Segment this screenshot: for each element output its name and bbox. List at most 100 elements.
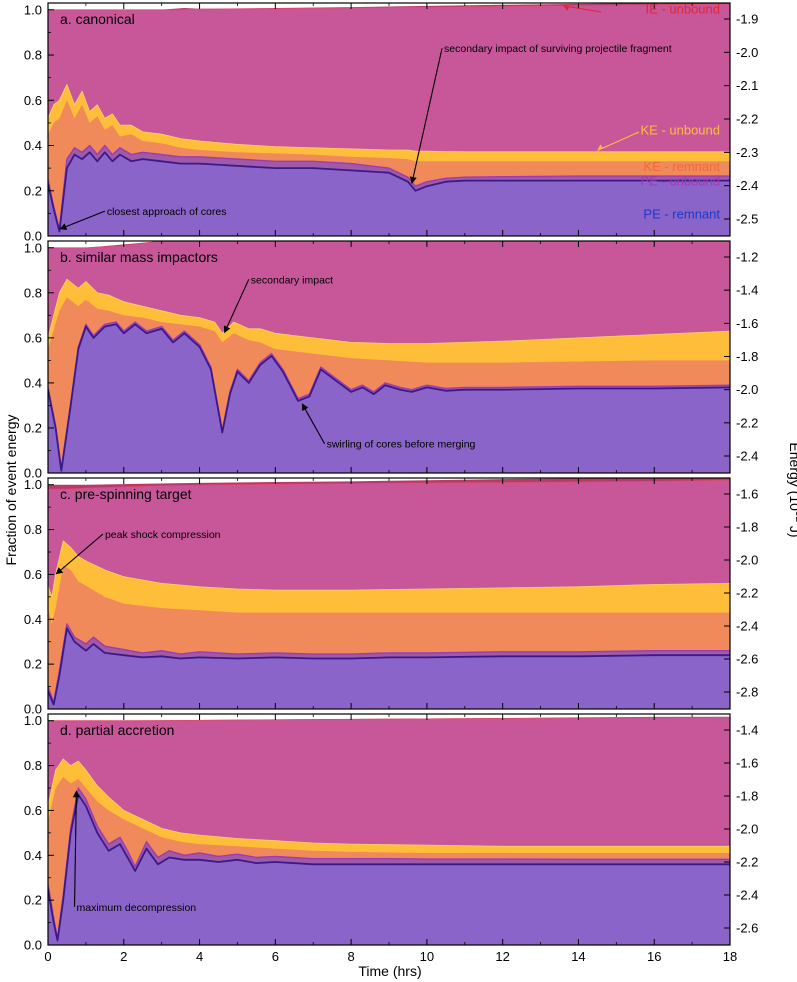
region-label: IE - unbound xyxy=(646,2,720,17)
ie-remnant-line xyxy=(48,717,730,722)
pe-remnant-line xyxy=(48,323,730,472)
y-tick-label: 0.0 xyxy=(24,466,42,481)
annotation-text: secondary impact of surviving projectile… xyxy=(444,43,672,55)
ke-unbound-line xyxy=(48,758,730,847)
annotation-arrow xyxy=(302,404,326,444)
right-tick-label: -2.6 xyxy=(736,921,758,936)
y-tick-label: 0.8 xyxy=(24,285,42,300)
right-tick-label: -1.4 xyxy=(736,283,758,298)
annotation-arrowhead xyxy=(55,567,64,575)
annotation-arrow xyxy=(411,48,443,183)
pe-remnant-band xyxy=(48,152,730,236)
x-tick-label: 16 xyxy=(647,949,661,964)
right-tick-label: -2.1 xyxy=(736,78,758,93)
y-tick-label: 1.0 xyxy=(24,713,42,728)
right-tick-label: -1.6 xyxy=(736,756,758,771)
ke-unbound-arrowhead xyxy=(597,144,604,151)
annotation-arrowhead xyxy=(301,403,309,411)
annotation-arrowhead xyxy=(59,223,68,230)
right-tick-label: -2.2 xyxy=(736,586,758,601)
annotation-text: secondary impact xyxy=(251,274,333,286)
annotation-text: swirling of cores before merging xyxy=(327,439,476,451)
right-tick-label: -1.8 xyxy=(736,789,758,804)
y-axis-label-right: Energy (1032 J) xyxy=(787,442,797,537)
region-label: PE - remnant xyxy=(643,206,720,221)
annotation-text: peak shock compression xyxy=(105,529,221,541)
x-tick-label: 8 xyxy=(347,949,354,964)
y-tick-label: 0.8 xyxy=(24,522,42,537)
panel-d: 0 2 4 6 8 10 12 14 16 18 0.0 0.2 0.4 0.6 0.8 1.0 -2.6 -2.… xyxy=(24,713,758,964)
right-tick-label: -1.4 xyxy=(736,723,758,738)
pe-remnant-band xyxy=(48,324,730,473)
right-tick-label: -2.2 xyxy=(736,415,758,430)
region-label: IE - remnant xyxy=(648,80,720,95)
x-tick-label: 4 xyxy=(196,949,203,964)
annotation-arrowhead xyxy=(409,176,417,184)
ie-remnant-line xyxy=(48,479,730,490)
right-tick-label: -2.2 xyxy=(736,112,758,127)
pe-unbound-line xyxy=(48,321,730,470)
right-tick-label: -2.0 xyxy=(736,553,758,568)
annotation-arrow xyxy=(56,533,104,574)
ie-remnant-line xyxy=(48,241,730,249)
right-tick-label: -1.8 xyxy=(736,349,758,364)
pe-remnant-band xyxy=(48,794,730,945)
annotation-arrow xyxy=(73,792,77,907)
y-tick-label: 0.0 xyxy=(24,702,42,717)
x-tick-label: 14 xyxy=(571,949,585,964)
panel-a: 0.0 0.2 0.4 0.6 0.8 1.0 -2.5 -2.4 -2.3 -2.2 -2.1 -2… xyxy=(24,2,758,244)
y-tick-label: 1.0 xyxy=(24,2,42,17)
annotation-arrow xyxy=(224,279,250,332)
ie-remnant-line xyxy=(48,3,730,11)
right-tick-label: -1.9 xyxy=(736,12,758,27)
y-tick-label: 0.8 xyxy=(24,48,42,63)
panel-title: c. pre-spinning target xyxy=(60,486,192,502)
right-tick-label: -2.4 xyxy=(736,178,758,193)
y-tick-label: 0.6 xyxy=(24,93,42,108)
panel-title: d. partial accretion xyxy=(60,722,174,738)
x-tick-label: 12 xyxy=(495,949,509,964)
panel-c: 0.0 0.2 0.4 0.6 0.8 1.0 -2.8 -2.6 -2.4 -2.2 -2.0 -1… xyxy=(24,477,758,716)
y-tick-label: 1.0 xyxy=(24,477,42,492)
pe-remnant-line xyxy=(48,151,730,233)
right-tick-label: -1.6 xyxy=(736,316,758,331)
annotation-text: maximum decompression xyxy=(77,902,197,914)
ie-unbound-arrow xyxy=(563,5,602,13)
x-tick-label: 18 xyxy=(723,949,737,964)
pe-remnant-band xyxy=(48,628,730,709)
pe-remnant-line xyxy=(48,627,730,706)
y-tick-label: 1.0 xyxy=(24,240,42,255)
y-tick-label: 0.4 xyxy=(24,375,42,390)
right-tick-label: -2.4 xyxy=(736,449,758,464)
right-tick-label: -2.8 xyxy=(736,685,758,700)
panel-title: b. similar mass impactors xyxy=(60,249,218,265)
y-tick-label: 0.2 xyxy=(24,893,42,908)
y-tick-label: 0.4 xyxy=(24,138,42,153)
y-tick-label: 0.6 xyxy=(24,803,42,818)
right-tick-label: -2.3 xyxy=(736,145,758,160)
right-tick-label: -2.5 xyxy=(736,212,758,227)
ke-unbound-arrow xyxy=(597,131,640,151)
pe-unbound-line xyxy=(48,144,730,230)
y-tick-label: 0.2 xyxy=(24,420,42,435)
y-tick-label: 0.6 xyxy=(24,567,42,582)
right-tick-label: -2.2 xyxy=(736,855,758,870)
ke-unbound-line xyxy=(48,84,730,153)
region-label: PE - unbound xyxy=(640,174,720,189)
right-tick-label: -2.4 xyxy=(736,619,758,634)
right-tick-label: -1.2 xyxy=(736,250,758,265)
x-tick-label: 2 xyxy=(120,949,127,964)
annotation-text: closest approach of cores xyxy=(107,206,227,218)
right-tick-label: -2.0 xyxy=(736,822,758,837)
y-axis-label-left: Fraction of event energy xyxy=(3,415,19,566)
x-tick-label: 10 xyxy=(420,949,434,964)
right-tick-label: -1.6 xyxy=(736,487,758,502)
y-tick-label: 0.8 xyxy=(24,758,42,773)
right-tick-label: -2.4 xyxy=(736,888,758,903)
y-tick-label: 0.0 xyxy=(24,938,42,953)
right-tick-label: -2.0 xyxy=(736,382,758,397)
ke-unbound-line xyxy=(48,540,730,598)
y-tick-label: 0.4 xyxy=(24,612,42,627)
y-tick-label: 0.6 xyxy=(24,330,42,345)
